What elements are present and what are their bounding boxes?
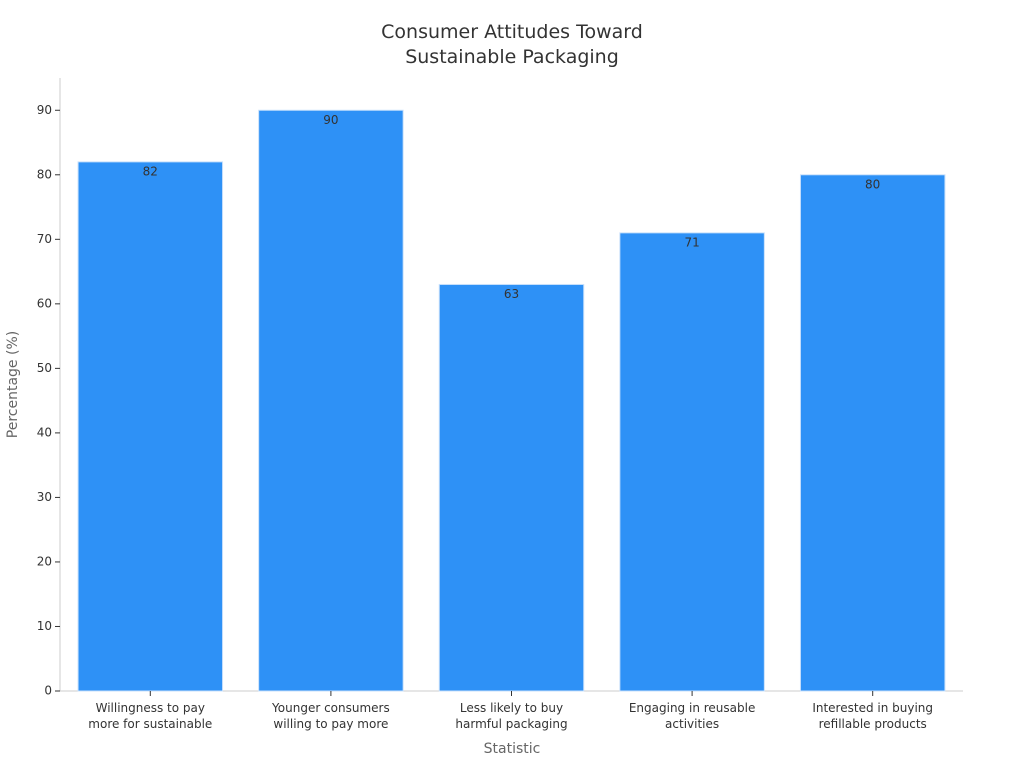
bar xyxy=(438,283,585,692)
y-tick-label: 50 xyxy=(37,361,52,375)
bar xyxy=(619,232,765,692)
bar xyxy=(799,174,946,692)
data-label: 63 xyxy=(504,287,519,301)
y-tick-label: 60 xyxy=(37,296,52,310)
data-label: 80 xyxy=(865,177,880,191)
y-tick-label: 80 xyxy=(37,167,52,181)
data-label: 71 xyxy=(684,235,699,249)
y-axis-label: Percentage (%) xyxy=(5,331,21,438)
bar xyxy=(77,161,224,692)
y-tick-label: 90 xyxy=(37,103,52,117)
data-label: 90 xyxy=(323,113,338,127)
x-tick-label: Interested in buying refillable products xyxy=(812,701,934,731)
y-tick-label: 40 xyxy=(37,425,52,439)
chart-title: Consumer Attitudes Toward Sustainable Pa… xyxy=(381,21,643,68)
y-tick-label: 10 xyxy=(37,619,52,633)
y-tick-label: 20 xyxy=(37,554,52,568)
y-tick-label: 70 xyxy=(37,232,52,246)
x-tick-label: Engaging in reusable activities xyxy=(628,701,756,731)
x-tick-label: Younger consumers willing to pay more xyxy=(272,701,390,731)
x-axis-label: Statistic xyxy=(483,741,541,757)
y-tick-label: 0 xyxy=(44,684,52,698)
x-tick-label: Less likely to buy harmful packaging xyxy=(455,701,568,731)
data-label: 82 xyxy=(143,164,158,178)
y-tick-label: 30 xyxy=(37,490,52,504)
x-tick-label: Willingness to pay more for sustainable xyxy=(88,701,213,731)
bar xyxy=(258,109,404,692)
